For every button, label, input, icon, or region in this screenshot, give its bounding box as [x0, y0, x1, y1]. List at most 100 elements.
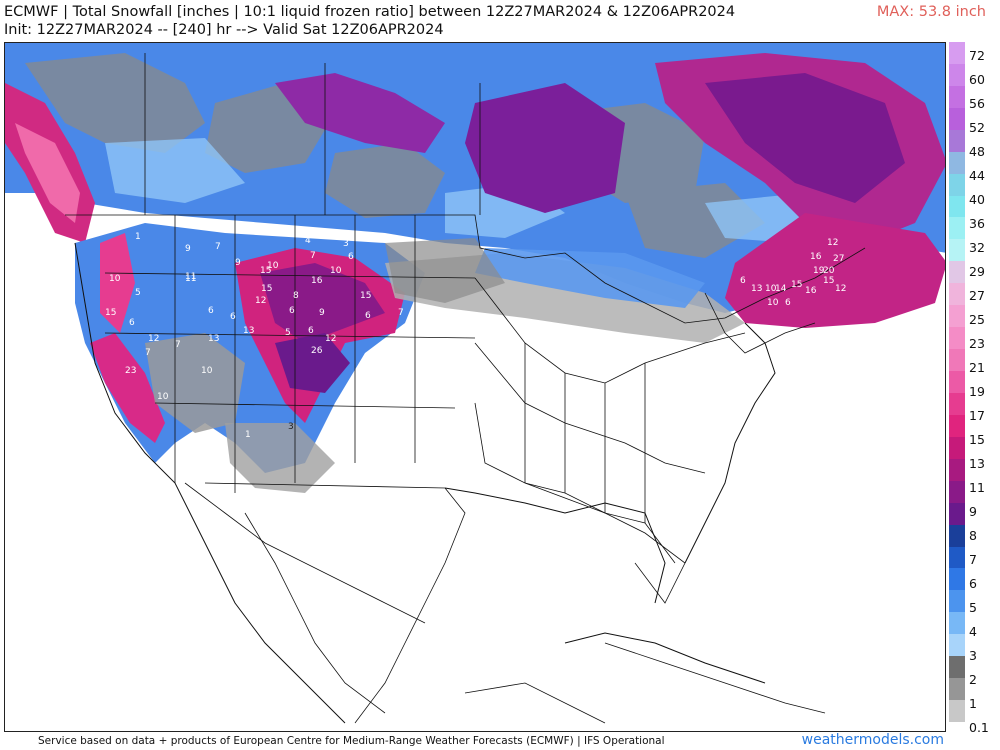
map-label: 12: [835, 284, 846, 294]
color-legend-swatch: [949, 305, 965, 328]
map-label: 11: [185, 274, 196, 284]
color-legend-label: 5: [969, 600, 977, 615]
color-legend-label: 9: [969, 504, 977, 519]
map-label: 5: [285, 328, 291, 338]
map-label: 12: [325, 334, 336, 344]
color-legend-label: 29: [969, 264, 985, 279]
color-legend-swatch: [949, 634, 965, 657]
map-label: 16: [810, 252, 822, 262]
map-label: 26: [311, 346, 323, 356]
map-label: 6: [230, 312, 236, 322]
map-label: 3: [343, 239, 349, 249]
color-legend-label: 6: [969, 576, 977, 591]
map-label: 13: [208, 334, 219, 344]
sierra-magenta: [90, 333, 165, 443]
color-legend-swatch: [949, 700, 965, 723]
color-legend-swatch: [949, 502, 965, 526]
great-basin-gray: [145, 333, 245, 433]
map-label: 13: [751, 284, 762, 294]
hudson-bay-purple: [465, 83, 625, 213]
map-label: 10: [157, 392, 169, 402]
brand-link[interactable]: weathermodels.com: [801, 732, 944, 748]
color-legend-swatch: [949, 458, 965, 482]
color-legend-label: 48: [969, 144, 985, 159]
color-legend-label: 3: [969, 648, 977, 663]
color-legend-label: 21: [969, 360, 985, 375]
map-label: 11: [185, 272, 196, 282]
map-label: 6: [208, 306, 214, 316]
map-label: 15: [823, 276, 834, 286]
color-legend-swatch: [949, 327, 965, 350]
color-legend-label: 4: [969, 624, 977, 639]
color-legend-label: 11: [969, 480, 985, 495]
color-legend-label: 60: [969, 72, 985, 87]
color-legend-label: 23: [969, 336, 985, 351]
color-legend-swatch: [949, 261, 965, 284]
color-legend-swatch: [949, 656, 965, 679]
color-legend-swatch: [949, 173, 965, 197]
color-legend-swatch: [949, 239, 965, 262]
map-label: 5: [135, 288, 141, 298]
color-legend-label: 2: [969, 672, 977, 687]
color-legend-label: 56: [969, 96, 985, 111]
color-legend-swatch: [949, 151, 965, 175]
color-legend-label: 0.1: [969, 720, 989, 735]
max-value-label: MAX: 53.8 inch: [876, 4, 986, 20]
footer-credit: Service based on data + products of Euro…: [38, 735, 665, 747]
map-label: 14: [775, 284, 787, 294]
map-label: 9: [235, 258, 241, 268]
color-legend-label: 13: [969, 456, 985, 471]
map-subtitle: Init: 12Z27MAR2024 -- [240] hr --> Valid…: [4, 22, 444, 38]
snowfall-map: 1 9 7 11 9 10 4 3 6 15 7 10 16 15 8 15 1…: [4, 42, 946, 732]
map-label: 10: [267, 261, 279, 271]
snowfall-value-labels: 1 9 7 11 9 10 4 3 6 15 7 10 16 15 8 15 1…: [105, 232, 846, 440]
color-legend-label: 8: [969, 528, 977, 543]
color-legend: [949, 42, 965, 723]
map-label: 27: [833, 254, 844, 264]
bc-pink-streak: [15, 123, 80, 223]
boundary-lines: [65, 53, 866, 724]
map-label: 10: [330, 266, 342, 276]
color-legend-swatch: [949, 436, 965, 460]
map-label: 3: [288, 422, 294, 432]
color-legend-label: 7: [969, 552, 977, 567]
map-label: 6: [289, 306, 295, 316]
color-legend-label: 40: [969, 192, 985, 207]
map-label: 1: [245, 430, 251, 440]
color-legend-swatch: [949, 524, 965, 547]
color-legend-swatch: [949, 349, 965, 372]
map-label: 6: [365, 311, 371, 321]
map-label: 6: [785, 298, 791, 308]
map-label: 12: [827, 238, 838, 248]
color-legend-swatch: [949, 107, 965, 131]
map-label: 20: [823, 266, 835, 276]
map-label: 10: [767, 298, 779, 308]
map-label: 15: [105, 308, 116, 318]
northwest-purple: [275, 73, 445, 153]
map-label: 9: [185, 244, 191, 254]
quebec-deep-purple: [705, 73, 905, 203]
map-canvas: 1 9 7 11 9 10 4 3 6 15 7 10 16 15 8 15 1…: [5, 43, 945, 724]
map-label: 7: [175, 340, 181, 350]
color-legend-swatch: [949, 283, 965, 306]
rockies-purple: [260, 263, 385, 343]
color-legend-swatch: [949, 85, 965, 109]
color-legend-swatch: [949, 678, 965, 701]
color-legend-swatch: [949, 480, 965, 504]
map-label: 4: [305, 236, 311, 246]
map-label: 6: [348, 252, 354, 262]
map-label: 15: [360, 291, 371, 301]
color-legend-label: 72: [969, 48, 985, 63]
map-label: 8: [293, 291, 299, 301]
map-label: 16: [311, 276, 323, 286]
color-legend-label: 19: [969, 384, 985, 399]
map-label: 16: [805, 286, 817, 296]
map-label: 19: [813, 266, 825, 276]
map-label: 12: [255, 296, 266, 306]
map-label: 15: [260, 266, 271, 276]
color-legend-label: 44: [969, 168, 985, 183]
map-label: 23: [125, 366, 136, 376]
color-legend-label: 17: [969, 408, 985, 423]
map-label: 15: [791, 280, 802, 290]
map-label: 6: [308, 326, 314, 336]
